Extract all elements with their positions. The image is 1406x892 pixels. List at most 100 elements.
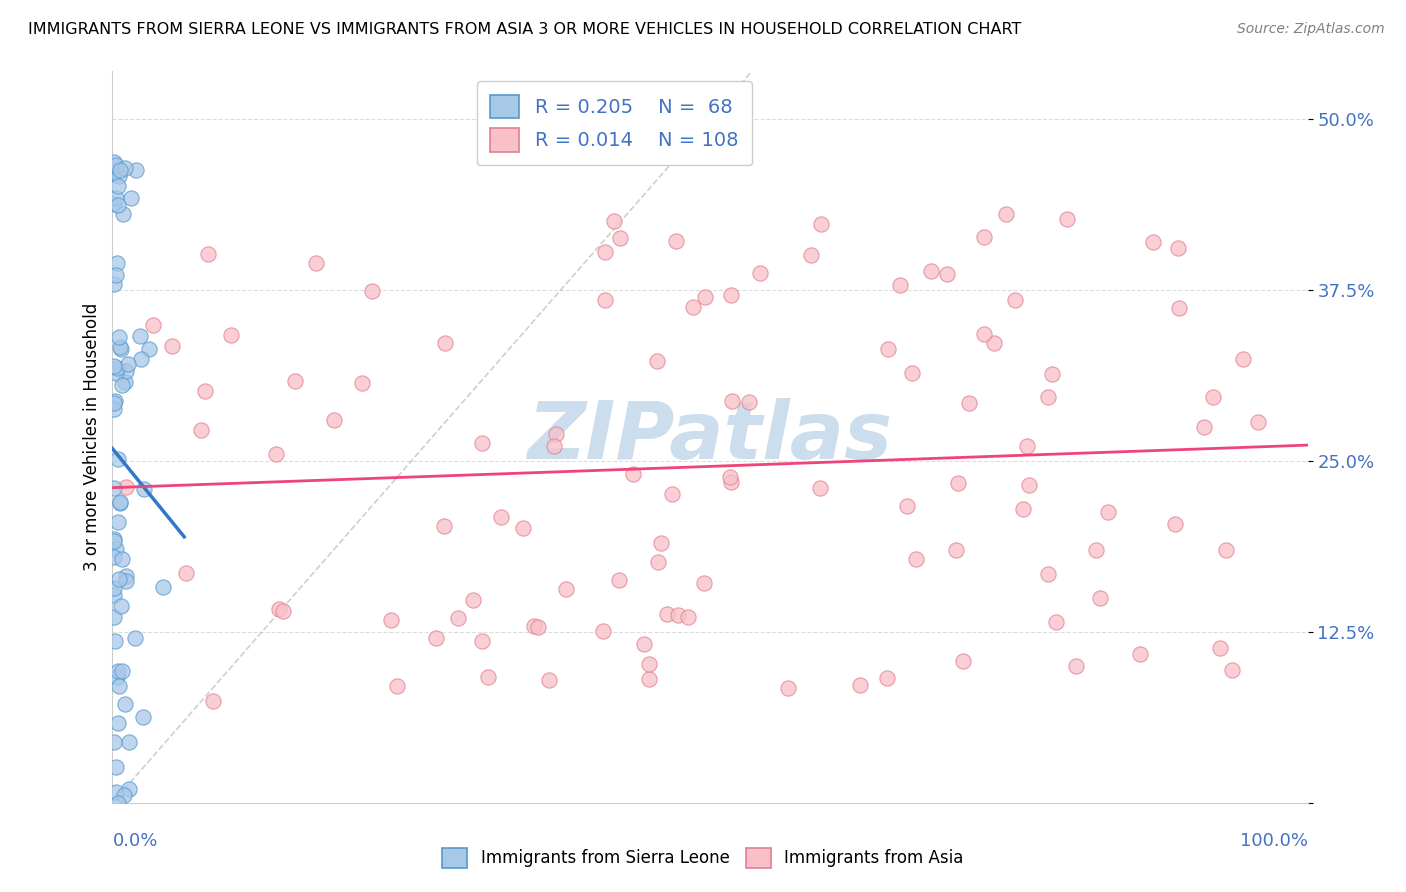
Point: [461, 593, 484, 607]
Point: [595, 293, 617, 307]
Point: [107, 197, 129, 211]
Point: [471, 435, 494, 450]
Point: [111, 378, 134, 392]
Point: [527, 620, 550, 634]
Point: [120, 190, 142, 204]
Point: [114, 698, 136, 712]
Point: [1215, 543, 1237, 558]
Legend: Immigrants from Sierra Leone, Immigrants from Asia: Immigrants from Sierra Leone, Immigrants…: [436, 841, 970, 875]
Point: [607, 573, 630, 587]
Point: [650, 536, 672, 550]
Point: [380, 613, 402, 627]
Point: [105, 541, 128, 556]
Point: [876, 671, 898, 685]
Text: 0.0%: 0.0%: [112, 832, 157, 850]
Point: [103, 197, 125, 211]
Point: [655, 607, 678, 621]
Point: [877, 342, 900, 356]
Point: [108, 340, 131, 354]
Point: [125, 163, 148, 178]
Point: [800, 248, 823, 262]
Point: [1036, 390, 1059, 404]
Point: [350, 376, 373, 391]
Point: [107, 665, 129, 679]
Point: [665, 235, 688, 249]
Point: [108, 169, 131, 183]
Point: [973, 327, 995, 342]
Point: [271, 604, 294, 618]
Point: [1011, 502, 1033, 516]
Point: [267, 601, 290, 615]
Point: [108, 679, 131, 693]
Point: [433, 519, 456, 533]
Point: [103, 734, 125, 748]
Point: [103, 396, 125, 410]
Point: [425, 632, 447, 646]
Point: [645, 354, 668, 368]
Point: [720, 475, 742, 489]
Point: [385, 679, 408, 693]
Point: [778, 681, 800, 695]
Point: [1088, 591, 1111, 605]
Point: [115, 364, 138, 378]
Point: [111, 664, 134, 678]
Point: [555, 582, 578, 597]
Point: [115, 569, 138, 583]
Legend: R = 0.205    N =  68, R = 0.014    N = 108: R = 0.205 N = 68, R = 0.014 N = 108: [477, 81, 752, 166]
Point: [676, 610, 699, 624]
Point: [1036, 567, 1059, 582]
Point: [1045, 615, 1067, 629]
Point: [682, 300, 704, 314]
Point: [1164, 517, 1187, 532]
Point: [477, 670, 499, 684]
Point: [434, 336, 457, 351]
Point: [107, 178, 129, 193]
Point: [1192, 420, 1215, 434]
Point: [721, 394, 744, 409]
Point: [118, 781, 141, 796]
Point: [808, 481, 831, 495]
Point: [1018, 478, 1040, 492]
Point: [945, 543, 967, 558]
Point: [108, 495, 131, 509]
Point: [114, 376, 136, 390]
Point: [1128, 647, 1150, 661]
Point: [103, 154, 125, 169]
Point: [266, 447, 288, 461]
Point: [132, 483, 155, 497]
Point: [718, 470, 741, 484]
Point: [131, 710, 153, 724]
Point: [537, 673, 560, 687]
Point: [142, 318, 165, 332]
Point: [471, 634, 494, 648]
Point: [749, 266, 772, 280]
Point: [1084, 542, 1107, 557]
Point: [107, 255, 129, 269]
Point: [104, 191, 127, 205]
Point: [1202, 390, 1225, 404]
Point: [108, 495, 131, 509]
Point: [117, 357, 139, 371]
Point: [633, 637, 655, 651]
Point: [103, 277, 125, 292]
Point: [107, 330, 129, 344]
Point: [103, 532, 125, 546]
Point: [221, 328, 243, 343]
Point: [104, 760, 127, 774]
Point: [107, 796, 129, 810]
Text: 100.0%: 100.0%: [1240, 832, 1308, 850]
Point: [152, 580, 174, 594]
Point: [905, 551, 928, 566]
Point: [920, 264, 942, 278]
Point: [609, 231, 631, 245]
Point: [138, 342, 160, 356]
Point: [103, 163, 125, 178]
Point: [1097, 505, 1119, 519]
Point: [1066, 659, 1088, 673]
Point: [103, 481, 125, 495]
Point: [197, 247, 219, 261]
Point: [935, 267, 957, 281]
Point: [621, 467, 644, 481]
Point: [107, 515, 129, 529]
Point: [107, 451, 129, 466]
